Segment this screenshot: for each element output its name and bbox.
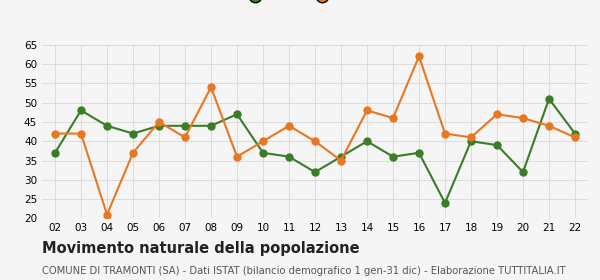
Decessi (389, 116, 397, 120)
Nascite (130, 132, 137, 135)
Nascite (286, 155, 293, 158)
Decessi (77, 132, 85, 135)
Decessi (545, 124, 553, 127)
Nascite (155, 124, 163, 127)
Nascite (233, 113, 241, 116)
Nascite (77, 109, 85, 112)
Nascite (467, 139, 475, 143)
Decessi (442, 132, 449, 135)
Decessi (181, 136, 188, 139)
Decessi (208, 86, 215, 89)
Decessi (103, 213, 110, 216)
Nascite (520, 171, 527, 174)
Decessi (311, 139, 319, 143)
Decessi (571, 136, 578, 139)
Text: Movimento naturale della popolazione: Movimento naturale della popolazione (42, 241, 359, 256)
Line: Nascite: Nascite (52, 95, 578, 206)
Decessi (337, 159, 344, 162)
Decessi (415, 55, 422, 58)
Nascite (493, 143, 500, 147)
Nascite (442, 201, 449, 205)
Decessi (130, 151, 137, 155)
Nascite (259, 151, 266, 155)
Line: Decessi: Decessi (52, 53, 578, 218)
Decessi (364, 109, 371, 112)
Decessi (52, 132, 59, 135)
Decessi (467, 136, 475, 139)
Nascite (389, 155, 397, 158)
Nascite (103, 124, 110, 127)
Nascite (545, 97, 553, 101)
Nascite (571, 132, 578, 135)
Decessi (155, 120, 163, 124)
Decessi (520, 116, 527, 120)
Nascite (364, 139, 371, 143)
Legend: Nascite, Decessi: Nascite, Decessi (247, 0, 383, 8)
Nascite (52, 151, 59, 155)
Decessi (259, 139, 266, 143)
Nascite (337, 155, 344, 158)
Decessi (233, 155, 241, 158)
Decessi (286, 124, 293, 127)
Nascite (311, 171, 319, 174)
Decessi (493, 113, 500, 116)
Nascite (181, 124, 188, 127)
Nascite (415, 151, 422, 155)
Text: COMUNE DI TRAMONTI (SA) - Dati ISTAT (bilancio demografico 1 gen-31 dic) - Elabo: COMUNE DI TRAMONTI (SA) - Dati ISTAT (bi… (42, 266, 566, 276)
Nascite (208, 124, 215, 127)
